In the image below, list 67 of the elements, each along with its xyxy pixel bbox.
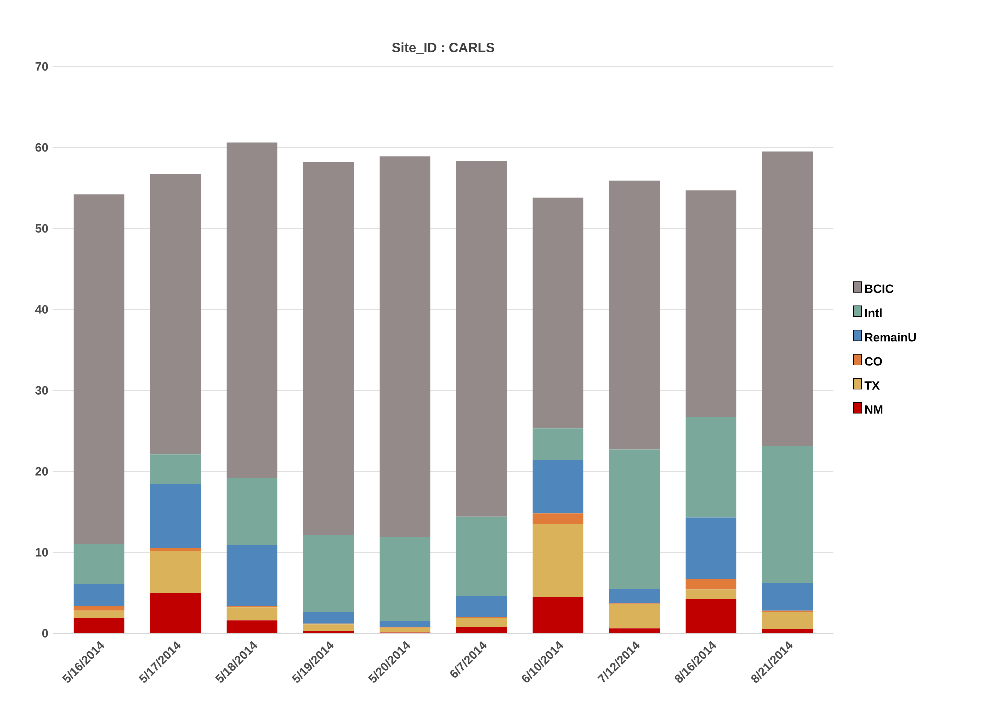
bar xyxy=(303,162,354,536)
bar xyxy=(380,537,431,622)
bar xyxy=(150,454,202,485)
bar xyxy=(686,579,737,590)
bar xyxy=(609,589,660,604)
y-tick-label: 10 xyxy=(36,548,48,557)
bar xyxy=(74,584,125,606)
legend-label: TX xyxy=(864,382,880,390)
bar xyxy=(532,460,584,514)
bar xyxy=(532,198,584,429)
bar xyxy=(762,630,814,634)
bar xyxy=(303,612,354,624)
bar xyxy=(686,417,737,518)
bar xyxy=(686,600,737,634)
legend-label: CO xyxy=(865,357,882,366)
bar xyxy=(74,194,125,545)
bar xyxy=(303,631,354,634)
bar xyxy=(226,620,278,634)
legend-label: BCIC xyxy=(865,284,894,294)
bar xyxy=(609,450,660,590)
bar xyxy=(686,190,737,418)
bar xyxy=(74,544,125,584)
bar xyxy=(74,610,125,618)
y-tick-label: 50 xyxy=(36,224,48,233)
bar xyxy=(456,627,508,634)
bar xyxy=(762,583,814,611)
bar xyxy=(532,597,584,634)
bar xyxy=(532,514,584,524)
bar xyxy=(532,524,584,598)
y-tick-label: 60 xyxy=(36,143,48,152)
bar xyxy=(609,180,660,450)
y-tick-label: 0 xyxy=(42,629,48,638)
bar xyxy=(762,446,814,584)
bar xyxy=(226,142,278,478)
bar xyxy=(686,590,737,600)
bar xyxy=(762,152,814,447)
bar xyxy=(762,612,814,630)
legend-label: RemainU xyxy=(865,333,916,342)
bar xyxy=(532,428,584,460)
bar xyxy=(150,484,202,549)
y-tick-label: 20 xyxy=(36,467,48,476)
chart-title: Site_ID : CARLS xyxy=(392,42,494,54)
bar xyxy=(456,516,508,596)
bar xyxy=(226,545,278,606)
legend-label: NM xyxy=(865,406,883,414)
y-tick-label: 40 xyxy=(35,305,48,314)
bar xyxy=(303,624,354,632)
bar xyxy=(380,621,431,628)
bar xyxy=(150,550,202,594)
bar xyxy=(380,628,431,633)
bar xyxy=(74,618,125,634)
bar xyxy=(303,536,354,613)
y-tick-label: 70 xyxy=(36,62,48,71)
bar xyxy=(150,174,202,455)
bar xyxy=(380,156,431,538)
bar xyxy=(456,618,508,628)
bar xyxy=(150,593,202,634)
y-tick-label: 30 xyxy=(36,386,48,395)
bar xyxy=(609,628,660,634)
bar xyxy=(74,606,125,611)
legend-label: Intl xyxy=(865,308,882,318)
bar xyxy=(456,161,508,517)
bar xyxy=(686,518,737,580)
bar xyxy=(456,596,508,618)
bar xyxy=(609,604,660,629)
bar xyxy=(226,478,278,546)
bar xyxy=(226,608,278,621)
